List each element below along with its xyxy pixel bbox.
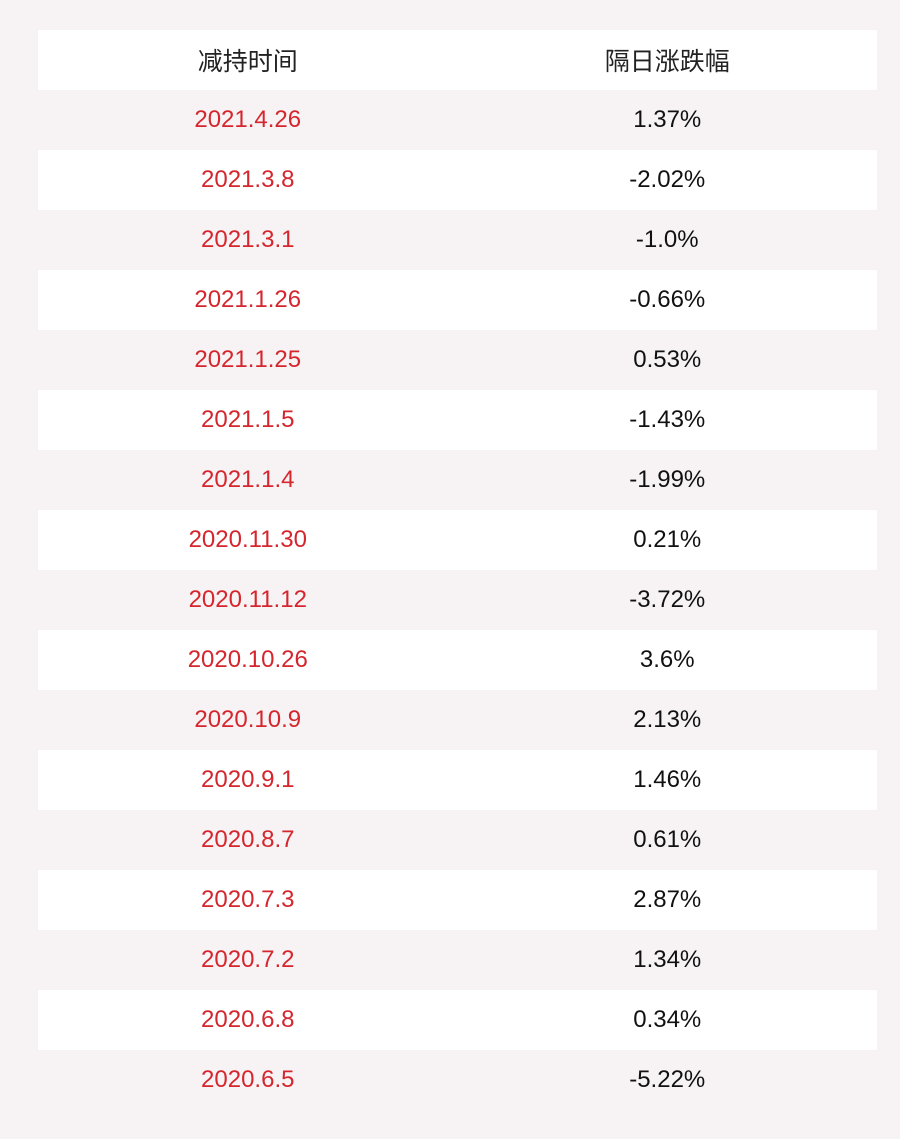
row-date: 2020.6.8 bbox=[201, 1006, 295, 1033]
row-date: 2021.1.5 bbox=[201, 406, 295, 433]
row-date: 2020.8.7 bbox=[201, 826, 295, 853]
table-row: 2021.3.1 -1.0% bbox=[38, 210, 877, 270]
table-body: 2021.4.26 1.37% 2021.3.8 -2.02% 2021.3.1 -1.0… bbox=[38, 90, 877, 1110]
table-row: 2021.3.8 -2.02% bbox=[38, 150, 877, 210]
row-date: 2021.1.25 bbox=[194, 346, 302, 373]
row-change: 2.13% bbox=[633, 706, 702, 733]
row-change: -1.99% bbox=[629, 466, 706, 493]
row-change: -3.72% bbox=[629, 586, 706, 613]
table-row: 2021.1.25 0.53% bbox=[38, 330, 877, 390]
row-change: 1.34% bbox=[633, 946, 702, 973]
row-change: 0.34% bbox=[633, 1006, 702, 1033]
row-change: -5.22% bbox=[629, 1066, 706, 1093]
row-date: 2021.3.8 bbox=[201, 166, 295, 193]
row-change: 1.46% bbox=[633, 766, 702, 793]
row-date: 2021.3.1 bbox=[201, 226, 295, 253]
row-date: 2020.11.12 bbox=[188, 586, 307, 613]
table-row: 2020.8.7 0.61% bbox=[38, 810, 877, 870]
row-date: 2020.9.1 bbox=[201, 766, 295, 793]
table-row: 2021.4.26 1.37% bbox=[38, 90, 877, 150]
row-change: -2.02% bbox=[629, 166, 706, 193]
row-date: 2021.1.26 bbox=[194, 286, 302, 313]
row-date: 2020.7.2 bbox=[201, 946, 295, 973]
row-date: 2020.11.30 bbox=[188, 526, 307, 553]
row-date: 2021.1.4 bbox=[201, 466, 295, 493]
row-change: -1.0% bbox=[635, 226, 699, 253]
table-row: 2021.1.5 -1.43% bbox=[38, 390, 877, 450]
table-row: 2020.11.30 0.21% bbox=[38, 510, 877, 570]
table-row: 2020.7.3 2.87% bbox=[38, 870, 877, 930]
row-date: 2020.10.26 bbox=[187, 646, 308, 673]
row-change: 1.37% bbox=[633, 106, 702, 133]
row-change: -0.66% bbox=[629, 286, 706, 313]
header-change: 隔日涨跌幅 bbox=[604, 48, 730, 76]
table-row: 2021.1.26 -0.66% bbox=[38, 270, 877, 330]
row-date: 2020.7.3 bbox=[201, 886, 295, 913]
reduction-table: 减持时间 隔日涨跌幅 2021.4.26 1.37% 2021.3.8 -2.02% 2… bbox=[38, 30, 877, 1110]
row-change: 0.21% bbox=[633, 526, 702, 553]
table-row: 2021.1.4 -1.99% bbox=[38, 450, 877, 510]
table-row: 2020.11.12 -3.72% bbox=[38, 570, 877, 630]
row-change: 0.61% bbox=[633, 826, 702, 853]
row-date: 2020.6.5 bbox=[201, 1066, 295, 1093]
row-change: 0.53% bbox=[633, 346, 702, 373]
table-row: 2020.10.9 2.13% bbox=[38, 690, 877, 750]
row-change: 3.6% bbox=[639, 646, 695, 673]
table-row: 2020.10.26 3.6% bbox=[38, 630, 877, 690]
table-header: 减持时间 隔日涨跌幅 bbox=[38, 30, 877, 90]
row-change: 2.87% bbox=[633, 886, 702, 913]
header-date: 减持时间 bbox=[197, 48, 298, 76]
table-row: 2020.6.5 -5.22% bbox=[38, 1050, 877, 1110]
table-row: 2020.9.1 1.46% bbox=[38, 750, 877, 810]
row-date: 2020.10.9 bbox=[194, 706, 302, 733]
table-row: 2020.7.2 1.34% bbox=[38, 930, 877, 990]
row-change: -1.43% bbox=[629, 406, 706, 433]
row-date: 2021.4.26 bbox=[194, 106, 302, 133]
table-row: 2020.6.8 0.34% bbox=[38, 990, 877, 1050]
